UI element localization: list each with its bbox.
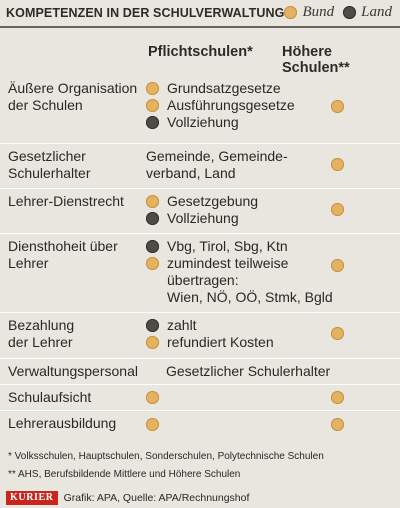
table-row: Lehrer-Dienstrecht Gesetzgebung Vollzieh…	[0, 189, 400, 234]
row-label: Äußere Organisation der Schulen	[8, 80, 138, 113]
bund-dot-icon	[331, 100, 344, 113]
list-item: Vollziehung	[146, 210, 296, 227]
bund-dot-icon	[331, 158, 344, 171]
page-title: KOMPETENZEN IN DER SCHULVERWALTUNG	[6, 6, 285, 20]
bund-dot-icon	[331, 327, 344, 340]
list-item: zahlt	[146, 317, 296, 334]
bund-dot-icon	[331, 418, 344, 431]
footnotes: * Volksschulen, Hauptschulen, Sonderschu…	[8, 448, 324, 484]
table-row: Verwaltungspersonal Gesetzlicher Schuler…	[0, 359, 400, 385]
bund-dot-icon	[146, 82, 159, 95]
land-dot-icon	[146, 212, 159, 225]
row-label: Lehrerausbildung	[8, 415, 117, 431]
legend-bund-label: Bund	[302, 4, 335, 20]
land-dot-icon	[146, 116, 159, 129]
list-item: Vbg, Tirol, Sbg, Ktn	[146, 238, 336, 255]
list-item: Grundsatzgesetze	[146, 80, 296, 97]
bund-dot-icon	[331, 391, 344, 404]
row-label: Schulaufsicht	[8, 389, 92, 405]
footer: KURIER Grafik: APA, Quelle: APA/Rechnung…	[6, 491, 249, 505]
table-row: Äußere Organisation der Schulen Grundsat…	[0, 76, 400, 144]
list-item: Gesetzgebung	[146, 193, 296, 210]
bund-dot-icon	[284, 6, 298, 19]
header: KOMPETENZEN IN DER SCHULVERWALTUNG Bund …	[0, 0, 400, 28]
land-dot-icon	[146, 319, 159, 332]
bund-dot-icon	[331, 203, 344, 216]
bund-dot-icon	[331, 259, 344, 272]
row-label: Diensthoheit über Lehrer	[8, 238, 118, 271]
table-row: Schulaufsicht	[0, 385, 400, 411]
footnote-pflichtschulen: * Volksschulen, Hauptschulen, Sonderschu…	[8, 451, 324, 462]
bund-dot-icon	[146, 99, 159, 112]
bund-dot-icon	[146, 391, 159, 404]
list-item: zumindest teilweise übertragen: Wien, NÖ…	[146, 255, 336, 306]
bund-dot-icon	[146, 336, 159, 349]
row-label: Lehrer-Dienstrecht	[8, 193, 124, 209]
table-row: Bezahlung der Lehrer zahlt refundiert Ko…	[0, 313, 400, 359]
row-label: Bezahlung der Lehrer	[8, 317, 75, 350]
schulerhalter-text: Gemeinde, Gemeinde- verband, Land	[146, 148, 288, 181]
table-row: Lehrerausbildung	[0, 411, 400, 441]
row-items: Grundsatzgesetze Ausführungsgesetze Voll…	[146, 80, 296, 131]
footnote-hoehere-schulen: ** AHS, Berufsbildende Mittlere und Höhe…	[8, 469, 241, 480]
table-row: Diensthoheit über Lehrer Vbg, Tirol, Sbg…	[0, 234, 400, 313]
row-label: Gesetzlicher Schulerhalter	[8, 148, 91, 181]
row-label: Verwaltungspersonal	[8, 363, 138, 379]
column-header-hoehere-schulen: Höhere Schulen**	[282, 44, 350, 76]
list-item: Ausführungsgesetze	[146, 97, 296, 114]
legend: Bund Land	[284, 4, 392, 21]
row-items: Gesetzgebung Vollziehung	[146, 193, 296, 227]
land-dot-icon	[146, 240, 159, 253]
row-items: zahlt refundiert Kosten	[146, 317, 296, 351]
verwaltungspersonal-text: Gesetzlicher Schulerhalter	[166, 363, 331, 379]
list-item: Vollziehung	[146, 114, 296, 131]
source-credit: Grafik: APA, Quelle: APA/Rechnungshof	[63, 492, 250, 504]
bund-dot-icon	[146, 257, 159, 270]
row-items: Vbg, Tirol, Sbg, Ktn zumindest teilweise…	[146, 238, 336, 306]
legend-land-label: Land	[361, 4, 392, 20]
bund-dot-icon	[146, 418, 159, 431]
column-header-pflichtschulen: Pflichtschulen*	[148, 44, 253, 60]
land-dot-icon	[343, 6, 357, 19]
bund-dot-icon	[146, 195, 159, 208]
list-item: refundiert Kosten	[146, 334, 296, 351]
kurier-logo: KURIER	[6, 491, 58, 505]
table-row: Gesetzlicher Schulerhalter Gemeinde, Gem…	[0, 144, 400, 189]
